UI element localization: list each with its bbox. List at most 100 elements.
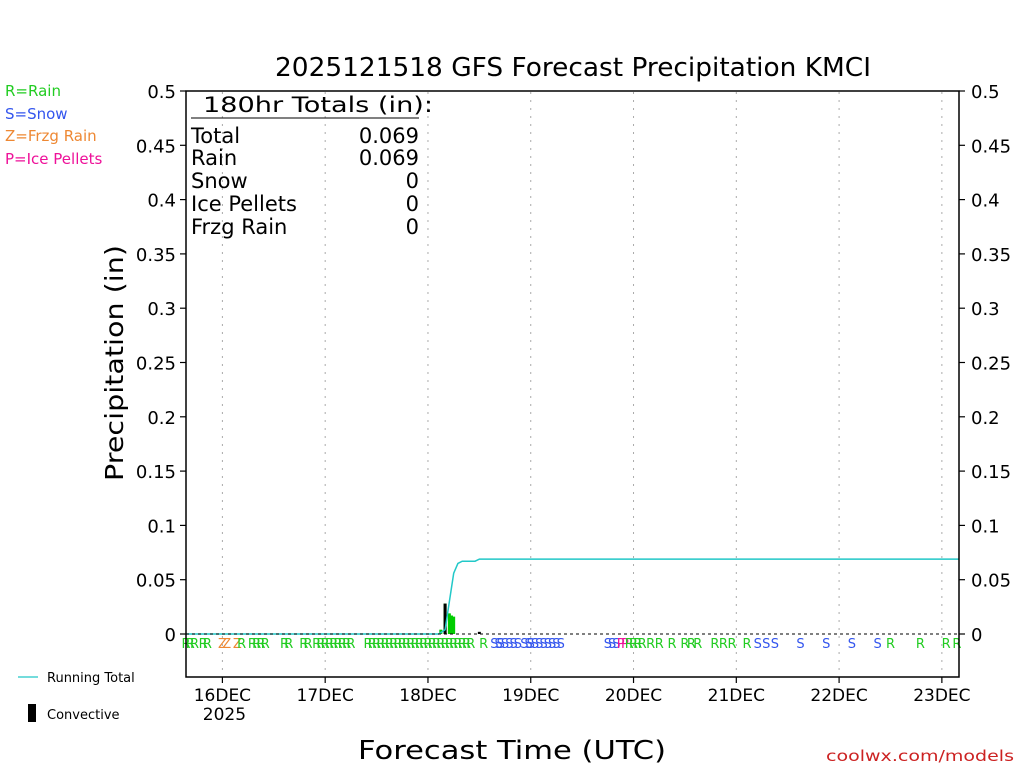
precip-type-label: R — [710, 637, 719, 652]
precip-type-label: R — [886, 637, 895, 652]
convective-bar — [477, 631, 481, 634]
totals-panel: 180hr Totals (in): Total 0.069 Rain 0.06… — [190, 93, 433, 239]
precip-type-label: R — [916, 637, 925, 652]
convective-legend-swatch — [28, 704, 36, 722]
precip-type-label: R — [342, 637, 351, 652]
precip-type-label: R — [363, 637, 372, 652]
precip-type-label: R — [952, 637, 961, 652]
precip-type-label: S — [520, 637, 528, 652]
precip-type-label: P — [617, 637, 625, 652]
precip-type-label: S — [490, 637, 498, 652]
precip-type-label: S — [771, 637, 779, 652]
totals-label-ice-pellets: Ice Pellets — [191, 192, 297, 216]
precip-type-label: R — [393, 637, 402, 652]
precip-type-label: R — [338, 637, 347, 652]
precip-type-label: S — [501, 637, 509, 652]
precip-type-label: S — [539, 637, 547, 652]
y-tick-label-left: 0.1 — [147, 516, 176, 537]
precip-type-label: S — [497, 637, 505, 652]
x-tick-sublabel: 2025 — [203, 705, 246, 725]
precip-type-label: S — [873, 637, 881, 652]
precip-type-label: R — [199, 637, 208, 652]
y-tick-label-right: 0.45 — [971, 136, 1011, 157]
precip-type-label: R — [329, 637, 338, 652]
x-axis-label: Forecast Time (UTC) — [358, 736, 666, 766]
y-tick-label-left: 0.35 — [136, 245, 176, 266]
convective-legend-label: Convective — [47, 708, 120, 723]
precip-type-label: R — [280, 637, 289, 652]
precip-type-label: R — [325, 637, 334, 652]
x-tick-label: 23DEC — [913, 686, 970, 706]
precip-type-label: S — [548, 637, 556, 652]
y-axis-label: Precipitation (in) — [100, 245, 129, 481]
y-tick-label-left: 0.4 — [147, 191, 176, 212]
totals-header: 180hr Totals (in): — [203, 93, 433, 117]
precip-type-label: R — [458, 637, 467, 652]
precip-type-label: R — [190, 637, 199, 652]
precip-type-label: R — [687, 637, 696, 652]
y-tick-label-right: 0 — [971, 625, 982, 646]
precip-type-label: S — [494, 637, 502, 652]
y-tick-label-left: 0.5 — [147, 82, 176, 103]
precip-type-label: S — [505, 637, 513, 652]
precip-type-label: S — [604, 637, 612, 652]
precip-type-label: R — [428, 637, 437, 652]
precip-type-label: R — [334, 637, 343, 652]
precip-type-label: R — [411, 637, 420, 652]
legend-ice-pellets: P=Ice Pellets — [5, 150, 102, 168]
precip-type-label: R — [479, 637, 488, 652]
x-tick-label: 21DEC — [708, 686, 765, 706]
precip-type-label: R — [376, 637, 385, 652]
precip-type-label: R — [445, 637, 454, 652]
totals-label-rain: Rain — [191, 146, 237, 170]
precip-type-label: R — [186, 637, 195, 652]
totals-label-snow: Snow — [191, 169, 248, 193]
precip-bar — [447, 613, 451, 634]
precip-type-label: S — [524, 637, 532, 652]
totals-value-snow: 0 — [406, 169, 419, 193]
legend-frzg-rain: Z=Frzg Rain — [5, 127, 97, 145]
precip-type-label: S — [612, 637, 620, 652]
totals-value-ice-pellets: 0 — [406, 192, 419, 216]
precip-type-label: R — [203, 637, 212, 652]
precip-type-label: Z — [233, 637, 242, 652]
x-tick-label: 17DEC — [297, 686, 354, 706]
precip-type-label: R — [299, 637, 308, 652]
precip-type-label: S — [754, 637, 762, 652]
precip-type-label: R — [453, 637, 462, 652]
y-tick-label-left: 0.05 — [136, 571, 176, 592]
precip-type-label: R — [742, 637, 751, 652]
precip-type-label: R — [321, 637, 330, 652]
y-tick-label-right: 0.05 — [971, 571, 1011, 592]
running-total-line-group — [186, 558, 959, 635]
precip-type-label: R — [693, 637, 702, 652]
precip-type-label: R — [304, 637, 313, 652]
precip-type-label: R — [381, 637, 390, 652]
precip-type-label: R — [638, 637, 647, 652]
precip-type-label: R — [432, 637, 441, 652]
precip-type-label: R — [261, 637, 270, 652]
y-axis-ticks: 0 00.05 0.050.1 0.10.15 0.150.2 0.20.25 0.250.… — [136, 82, 1011, 646]
watermark: coolwx.com/models — [826, 747, 1014, 765]
precip-type-label: R — [719, 637, 728, 652]
precip-type-label: R — [389, 637, 398, 652]
precip-type-label: R — [423, 637, 432, 652]
precip-type-label: R — [441, 637, 450, 652]
precip-type-label: R — [728, 637, 737, 652]
precip-type-label: R — [237, 637, 246, 652]
x-tick-label: 19DEC — [502, 686, 559, 706]
precip-type-label: R — [625, 637, 634, 652]
y-tick-label-right: 0.3 — [971, 299, 1000, 320]
precip-type-label: R — [462, 637, 471, 652]
totals-label-total: Total — [190, 124, 240, 148]
precip-type-label: R — [248, 637, 257, 652]
precip-type-label: S — [796, 637, 804, 652]
y-tick-label-right: 0.5 — [971, 82, 1000, 103]
precip-type-label: S — [531, 637, 539, 652]
precip-type-label: S — [544, 637, 552, 652]
y-tick-label-left: 0.15 — [136, 462, 176, 483]
y-tick-label-left: 0.25 — [136, 354, 176, 375]
precip-type-label: R — [346, 637, 355, 652]
